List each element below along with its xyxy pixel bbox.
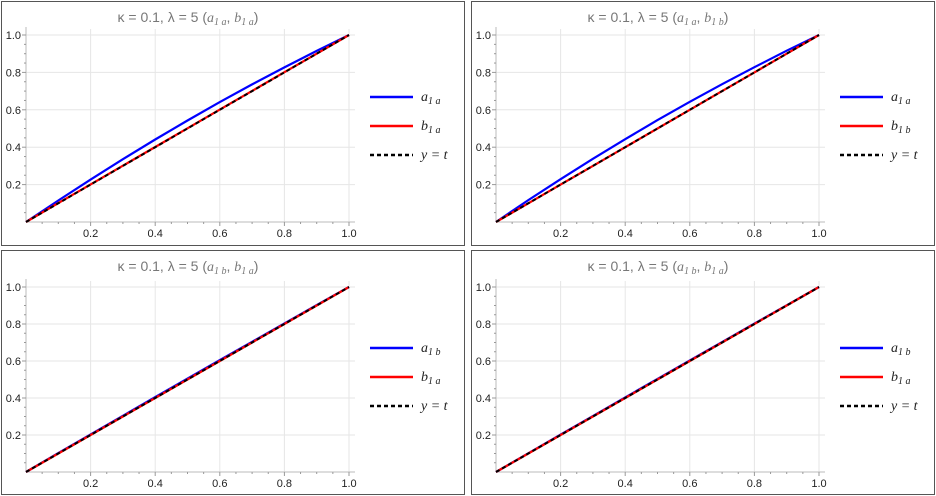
series-line-3 <box>25 286 350 473</box>
legend-label: y = t <box>889 399 919 414</box>
series-line-1 <box>25 34 350 223</box>
x-tick-label: 0.2 <box>553 228 568 240</box>
x-tick-label: 1.0 <box>341 478 356 490</box>
legend-label: y = t <box>419 148 449 163</box>
x-tick-label: 0.4 <box>618 228 633 240</box>
y-tick-label: 0.4 <box>6 142 21 154</box>
legend-label: b1 a​ <box>891 370 911 387</box>
y-tick-label: 0.8 <box>6 67 21 79</box>
chart-panel-1: 0.2 0.4 0.6 0.8 1.0 0.2 0.4 0.6 0.8 1.0 κ = 0.1, λ… <box>1 1 465 246</box>
x-tick-label: 0.8 <box>747 228 762 240</box>
y-tick-label: 0.6 <box>6 356 21 368</box>
y-tick-label: 0.6 <box>476 356 491 368</box>
x-tick-label: 1.0 <box>811 228 826 240</box>
x-tick-label: 0.6 <box>682 228 697 240</box>
legend-label: y = t <box>889 148 919 163</box>
y-tick-label: 1.0 <box>476 30 491 42</box>
y-tick-label: 0.2 <box>6 180 21 192</box>
y-tick-label: 0.4 <box>476 142 491 154</box>
x-tick-label: 0.6 <box>212 228 227 240</box>
x-tick-label: 0.2 <box>83 228 98 240</box>
chart-svg: 0.2 0.4 0.6 0.8 1.0 0.2 0.4 0.6 0.8 1.0 κ = 0.1, λ… <box>476 258 919 490</box>
legend-label: b1 a​ <box>421 370 441 387</box>
chart-title: κ = 0.1, λ = 5 (a1 b​, b1 a​) <box>118 258 259 277</box>
x-tick-label: 0.8 <box>747 478 762 490</box>
y-tick-label: 0.6 <box>476 105 491 117</box>
chart-title: κ = 0.1, λ = 5 (a1 a​, b1 b​) <box>588 9 729 28</box>
x-tick-label: 0.8 <box>277 478 292 490</box>
y-tick-label: 0.2 <box>6 430 21 442</box>
x-tick-label: 0.4 <box>618 478 633 490</box>
y-tick-label: 1.0 <box>476 282 491 294</box>
x-tick-label: 0.2 <box>83 478 98 490</box>
x-tick-label: 1.0 <box>341 228 356 240</box>
x-tick-label: 0.2 <box>553 478 568 490</box>
y-tick-label: 1.0 <box>6 30 21 42</box>
chart-svg: 0.2 0.4 0.6 0.8 1.0 0.2 0.4 0.6 0.8 1.0 κ = 0.1, λ… <box>476 9 919 240</box>
series-line-1 <box>495 34 820 223</box>
x-tick-label: 0.4 <box>148 228 163 240</box>
legend-label: b1 b​ <box>891 119 911 136</box>
y-tick-label: 0.2 <box>476 180 491 192</box>
chart-panel-4: 0.2 0.4 0.6 0.8 1.0 0.2 0.4 0.6 0.8 1.0 κ = 0.1, λ… <box>471 250 935 495</box>
chart-title: κ = 0.1, λ = 5 (a1 b​, b1 a​) <box>588 258 729 277</box>
chart-panel-2: 0.2 0.4 0.6 0.8 1.0 0.2 0.4 0.6 0.8 1.0 κ = 0.1, λ… <box>471 1 935 246</box>
y-tick-label: 0.8 <box>476 67 491 79</box>
y-tick-label: 0.4 <box>476 393 491 405</box>
legend-label: a1 b​ <box>891 341 911 358</box>
chart-title: κ = 0.1, λ = 5 (a1 a​, b1 a​) <box>118 9 259 28</box>
x-tick-label: 1.0 <box>811 478 826 490</box>
y-tick-label: 1.0 <box>6 282 21 294</box>
legend-label: a1 a​ <box>891 90 911 107</box>
x-tick-label: 0.6 <box>682 478 697 490</box>
y-tick-label: 0.6 <box>6 105 21 117</box>
y-tick-label: 0.8 <box>476 319 491 331</box>
series-line-3 <box>495 286 820 473</box>
x-tick-label: 0.6 <box>212 478 227 490</box>
legend-label: a1 a​ <box>421 90 441 107</box>
chart-svg: 0.2 0.4 0.6 0.8 1.0 0.2 0.4 0.6 0.8 1.0 κ = 0.1, λ… <box>6 258 449 490</box>
chart-panel-3: 0.2 0.4 0.6 0.8 1.0 0.2 0.4 0.6 0.8 1.0 κ = 0.1, λ… <box>1 250 465 495</box>
x-tick-label: 0.4 <box>148 478 163 490</box>
series-line-3 <box>495 34 820 223</box>
legend-label: y = t <box>419 399 449 414</box>
legend-label: a1 b​ <box>421 341 441 358</box>
y-tick-label: 0.8 <box>6 319 21 331</box>
x-tick-label: 0.8 <box>277 228 292 240</box>
legend-label: b1 a​ <box>421 119 441 136</box>
y-tick-label: 0.4 <box>6 393 21 405</box>
series-line-3 <box>25 34 350 223</box>
y-tick-label: 0.2 <box>476 430 491 442</box>
chart-svg: 0.2 0.4 0.6 0.8 1.0 0.2 0.4 0.6 0.8 1.0 κ = 0.1, λ… <box>6 9 449 240</box>
